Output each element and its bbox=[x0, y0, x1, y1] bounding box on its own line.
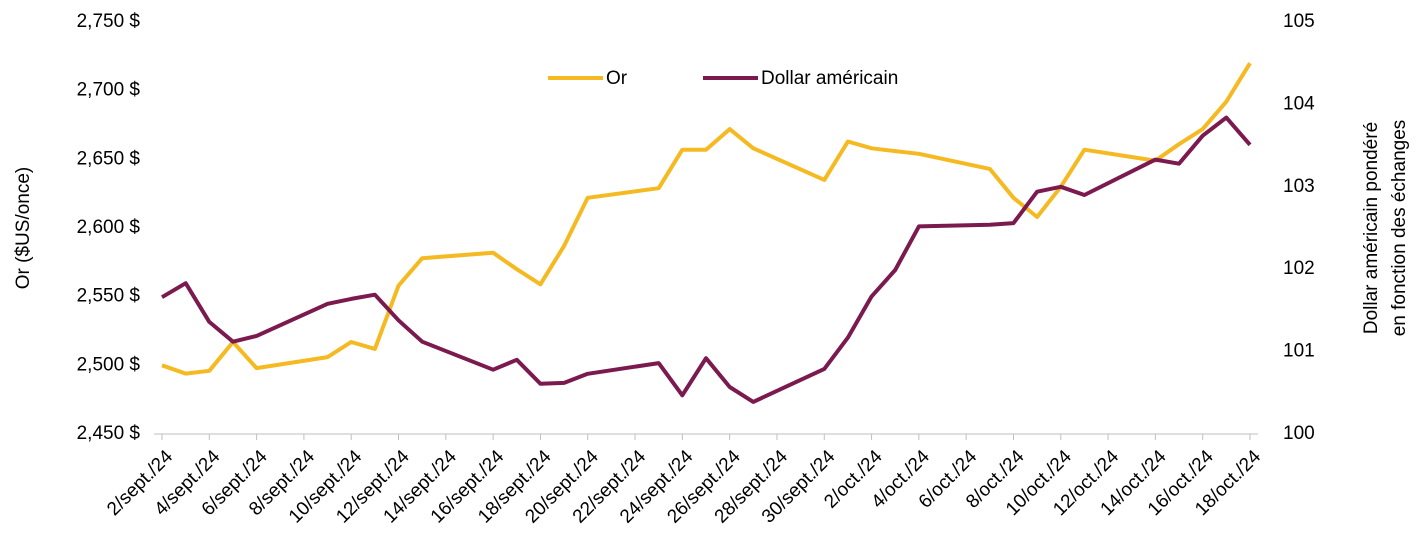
y-tick-label: 2,650 $ bbox=[77, 148, 141, 169]
y2-axis-title: en fonction des échanges bbox=[1389, 120, 1410, 337]
y-axis-title: Or ($US/once) bbox=[13, 167, 34, 289]
legend-label: Or bbox=[606, 68, 628, 89]
series-line bbox=[160, 115, 1252, 404]
y-tick-label: 2,500 $ bbox=[77, 354, 141, 375]
y2-tick-label: 101 bbox=[1283, 341, 1315, 362]
y-tick-label: 2,750 $ bbox=[77, 11, 141, 32]
y-tick-label: 2,550 $ bbox=[77, 286, 141, 307]
y2-tick-label: 102 bbox=[1283, 258, 1315, 279]
y-tick-label: 2,600 $ bbox=[77, 217, 141, 238]
series-line bbox=[161, 62, 1252, 376]
y2-tick-label: 103 bbox=[1283, 176, 1315, 197]
y-tick-label: 2,450 $ bbox=[77, 423, 141, 444]
y2-tick-label: 105 bbox=[1283, 11, 1315, 32]
y2-axis-title: Dollar américain pondéré bbox=[1361, 122, 1382, 334]
y2-tick-label: 104 bbox=[1283, 93, 1315, 114]
y-tick-label: 2,700 $ bbox=[77, 80, 141, 101]
y2-tick-label: 100 bbox=[1283, 423, 1315, 444]
legend-label: Dollar américain bbox=[761, 68, 898, 89]
